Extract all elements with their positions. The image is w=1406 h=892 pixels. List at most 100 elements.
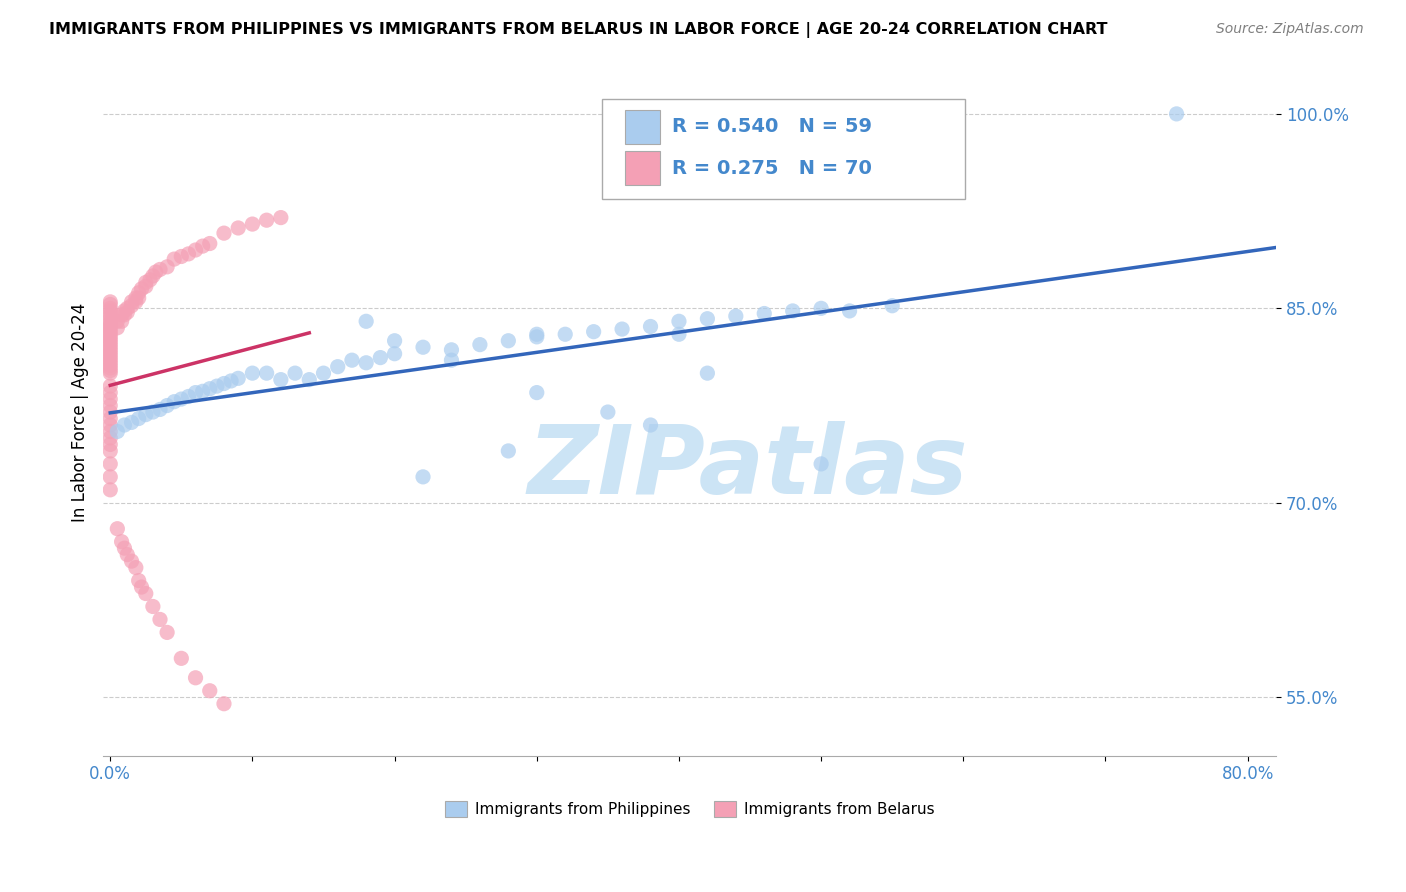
Point xyxy=(128,411,150,425)
Point xyxy=(270,373,292,387)
Point xyxy=(668,314,690,328)
Point xyxy=(105,314,128,328)
Point xyxy=(640,319,662,334)
Point xyxy=(105,425,128,439)
Point xyxy=(163,252,186,266)
Point xyxy=(354,314,377,328)
Point xyxy=(226,221,249,235)
Point xyxy=(98,340,121,354)
Point xyxy=(412,470,434,484)
Point xyxy=(128,574,150,588)
Y-axis label: In Labor Force | Age 20-24: In Labor Force | Age 20-24 xyxy=(72,302,89,522)
Point xyxy=(170,651,193,665)
Point xyxy=(256,213,278,227)
Point xyxy=(98,411,121,425)
Point xyxy=(110,534,132,549)
Point xyxy=(105,320,128,334)
Point xyxy=(191,384,214,399)
Point xyxy=(440,353,463,368)
Text: IMMIGRANTS FROM PHILIPPINES VS IMMIGRANTS FROM BELARUS IN LABOR FORCE | AGE 20-2: IMMIGRANTS FROM PHILIPPINES VS IMMIGRANT… xyxy=(49,22,1108,38)
Point xyxy=(156,625,179,640)
Point xyxy=(98,294,121,309)
Point xyxy=(98,444,121,458)
Point xyxy=(212,376,235,391)
Point xyxy=(412,340,434,354)
Point xyxy=(526,385,548,400)
Point xyxy=(98,483,121,497)
Point xyxy=(98,308,121,322)
Point xyxy=(117,301,139,316)
Point xyxy=(696,311,718,326)
Point xyxy=(98,297,121,311)
Point xyxy=(135,586,157,600)
Point xyxy=(128,285,150,300)
Point xyxy=(131,282,153,296)
Point xyxy=(242,366,264,380)
Point xyxy=(98,385,121,400)
Point xyxy=(98,330,121,344)
Point xyxy=(354,356,377,370)
Point xyxy=(114,308,136,322)
Point xyxy=(170,250,193,264)
Point xyxy=(170,392,193,406)
Point xyxy=(98,359,121,373)
Point xyxy=(640,417,662,432)
Point xyxy=(184,385,207,400)
Point xyxy=(142,405,165,419)
Point xyxy=(256,366,278,380)
Point xyxy=(98,356,121,370)
Point xyxy=(142,599,165,614)
Point xyxy=(610,322,633,336)
Point xyxy=(98,314,121,328)
Point xyxy=(114,541,136,556)
Point xyxy=(98,327,121,342)
Point xyxy=(184,671,207,685)
Point xyxy=(696,366,718,380)
Point xyxy=(384,347,406,361)
Point xyxy=(468,337,491,351)
Point xyxy=(270,211,292,225)
FancyBboxPatch shape xyxy=(626,151,661,186)
Point xyxy=(131,580,153,594)
Point xyxy=(219,374,242,388)
Point xyxy=(184,243,207,257)
Point xyxy=(98,319,121,334)
Point xyxy=(1166,107,1188,121)
Point xyxy=(340,353,363,368)
Point xyxy=(177,247,200,261)
Point xyxy=(98,343,121,357)
Point xyxy=(121,299,143,313)
Point xyxy=(98,379,121,393)
Point xyxy=(135,276,157,290)
Point xyxy=(498,334,520,348)
Point xyxy=(98,361,121,376)
Point xyxy=(156,399,179,413)
Point xyxy=(596,405,619,419)
Point xyxy=(98,333,121,347)
Point xyxy=(121,416,143,430)
Point xyxy=(582,325,605,339)
Point xyxy=(125,291,148,305)
Point xyxy=(125,560,148,574)
Point xyxy=(163,394,186,409)
Point xyxy=(312,366,335,380)
Point xyxy=(98,351,121,365)
Text: Source: ZipAtlas.com: Source: ZipAtlas.com xyxy=(1216,22,1364,37)
Point xyxy=(810,301,832,316)
Point xyxy=(135,279,157,293)
Point xyxy=(117,548,139,562)
Point xyxy=(724,309,747,323)
Point xyxy=(298,373,321,387)
Point xyxy=(117,305,139,319)
Point xyxy=(149,402,172,417)
Point xyxy=(98,334,121,349)
Point xyxy=(668,327,690,342)
Point xyxy=(98,417,121,432)
Point xyxy=(782,304,804,318)
Point xyxy=(114,304,136,318)
Point xyxy=(110,314,132,328)
Legend: Immigrants from Philippines, Immigrants from Belarus: Immigrants from Philippines, Immigrants … xyxy=(439,796,941,823)
Point xyxy=(177,389,200,403)
Point xyxy=(139,273,162,287)
FancyBboxPatch shape xyxy=(602,99,966,199)
